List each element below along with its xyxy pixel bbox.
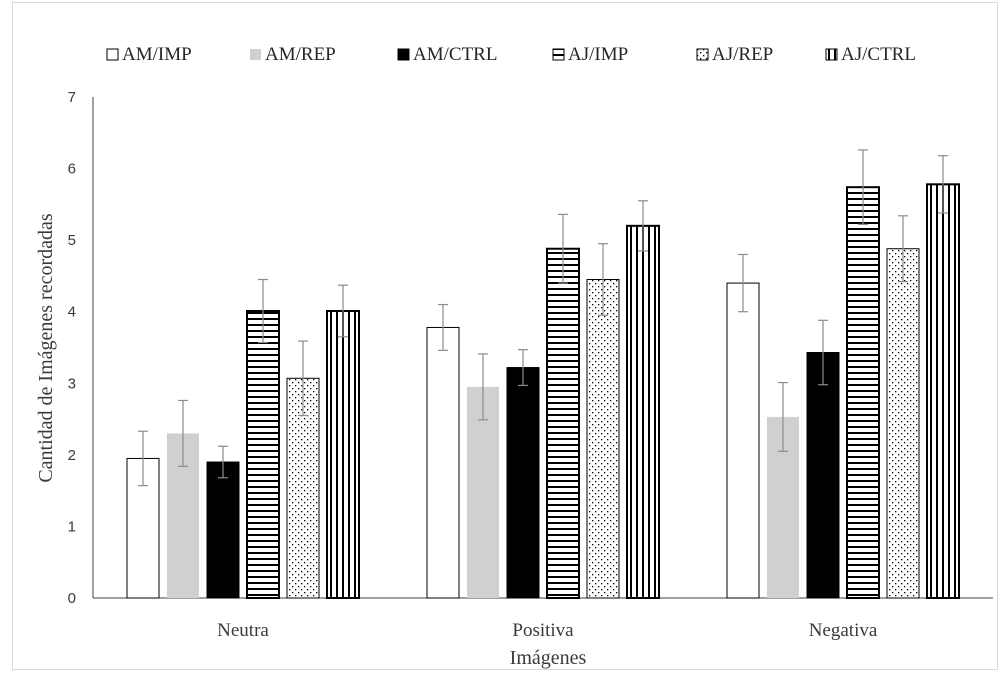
error-bar	[218, 445, 228, 479]
legend-swatch	[397, 48, 410, 61]
legend-item: AM/CTRL	[397, 44, 497, 65]
y-axis-title: Cantidad de Imágenes recordadas	[35, 213, 57, 483]
error-bar	[298, 340, 308, 417]
legend-item: AM/REP	[250, 44, 336, 65]
error-bars	[138, 149, 948, 487]
x-axis-title: Imágenes	[510, 647, 587, 669]
chart-frame	[12, 2, 998, 670]
error-bar	[638, 200, 648, 252]
y-tick-label: 1	[68, 518, 76, 535]
error-bar	[478, 353, 488, 421]
error-bar	[338, 284, 348, 338]
legend-swatch	[250, 49, 261, 60]
x-axis: Neutra Positiva Negativa	[93, 597, 993, 641]
bar-aj-ctrl-negativa	[926, 183, 960, 599]
legend-item: AJ/IMP	[552, 44, 628, 65]
y-tick-label: 6	[68, 161, 76, 178]
bar-am-ctrl-positiva	[506, 367, 540, 599]
error-bar	[138, 430, 148, 487]
legend: AM/IMP AM/REP AM/CTRL AJ/IMP AJ/REP AJ/CTRL	[106, 44, 916, 65]
x-tick-label: Positiva	[512, 620, 574, 641]
bar-am-ctrl-neutra	[206, 461, 240, 599]
legend-label: AM/IMP	[122, 44, 192, 65]
error-bar	[518, 349, 528, 387]
error-bar	[778, 381, 788, 452]
legend-item: AJ/REP	[696, 44, 773, 65]
bar-aj-ctrl-positiva	[626, 224, 660, 599]
legend-swatch	[696, 48, 709, 61]
y-axis: 0 1 2 3 4 5 6 7	[68, 89, 94, 607]
bar-aj-imp-neutra	[246, 309, 280, 599]
error-bar	[598, 243, 608, 316]
legend-label: AJ/CTRL	[841, 44, 916, 65]
legend-label: AM/CTRL	[413, 44, 497, 65]
y-tick-label: 3	[68, 375, 76, 392]
legend-swatch	[552, 48, 565, 61]
y-tick-label: 2	[68, 447, 76, 464]
legend-label: AJ/IMP	[568, 44, 628, 65]
bars	[126, 183, 960, 600]
error-bar	[558, 213, 568, 284]
y-tick-label: 5	[68, 232, 76, 249]
error-bar	[438, 303, 448, 351]
legend-label: AJ/REP	[712, 44, 773, 65]
legend-item: AJ/CTRL	[825, 44, 916, 65]
bar-aj-ctrl-neutra	[326, 309, 360, 599]
bar-aj-imp-negativa	[846, 186, 880, 599]
x-tick-label: Neutra	[217, 620, 269, 641]
legend-label: AM/REP	[265, 44, 336, 65]
error-bar	[738, 253, 748, 313]
error-bar	[818, 319, 828, 386]
bar-aj-rep-positiva	[586, 279, 620, 599]
error-bar	[858, 149, 868, 225]
bar-am-ctrl-negativa	[806, 352, 840, 599]
bar-am-imp-positiva	[426, 326, 460, 599]
bar-am-imp-negativa	[726, 282, 760, 599]
error-bar	[898, 215, 908, 283]
y-tick-label: 4	[68, 304, 76, 321]
error-bar	[178, 399, 188, 467]
bar-am-rep-positiva	[467, 386, 499, 598]
bar-aj-rep-negativa	[886, 248, 920, 599]
legend-swatch	[825, 48, 838, 61]
error-bar	[938, 155, 948, 214]
legend-swatch	[106, 48, 119, 61]
y-tick-label: 0	[68, 590, 76, 607]
x-tick-label: Negativa	[809, 620, 878, 641]
error-bar	[258, 278, 268, 344]
legend-item: AM/IMP	[106, 44, 192, 65]
y-tick-label: 7	[68, 89, 76, 106]
bar-aj-imp-positiva	[546, 247, 580, 600]
